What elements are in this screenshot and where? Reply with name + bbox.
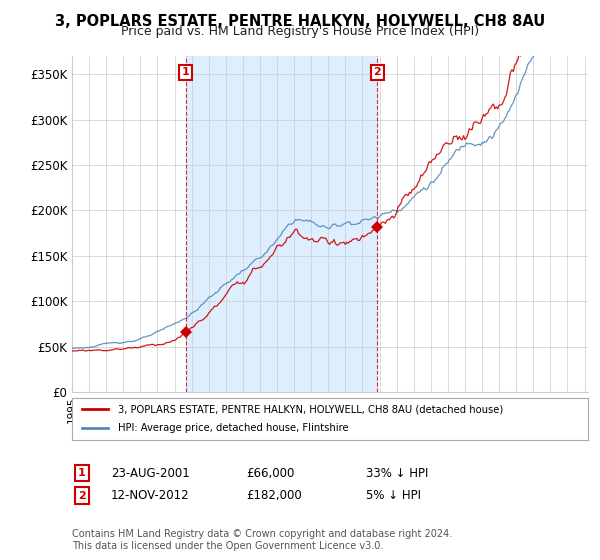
Text: 3, POPLARS ESTATE, PENTRE HALKYN, HOLYWELL, CH8 8AU: 3, POPLARS ESTATE, PENTRE HALKYN, HOLYWE… [55, 14, 545, 29]
Text: 5% ↓ HPI: 5% ↓ HPI [366, 489, 421, 502]
Text: 3, POPLARS ESTATE, PENTRE HALKYN, HOLYWELL, CH8 8AU (detached house): 3, POPLARS ESTATE, PENTRE HALKYN, HOLYWE… [118, 404, 503, 414]
Text: 2: 2 [78, 491, 86, 501]
Text: £66,000: £66,000 [246, 466, 295, 480]
Text: 1: 1 [78, 468, 86, 478]
Text: 12-NOV-2012: 12-NOV-2012 [111, 489, 190, 502]
Text: HPI: Average price, detached house, Flintshire: HPI: Average price, detached house, Flin… [118, 423, 349, 433]
Text: Contains HM Land Registry data © Crown copyright and database right 2024.
This d: Contains HM Land Registry data © Crown c… [72, 529, 452, 551]
Bar [185, 56, 377, 392]
Text: 2: 2 [373, 67, 381, 77]
Text: 23-AUG-2001: 23-AUG-2001 [111, 466, 190, 480]
Text: £182,000: £182,000 [246, 489, 302, 502]
Text: Price paid vs. HM Land Registry's House Price Index (HPI): Price paid vs. HM Land Registry's House … [121, 25, 479, 38]
Text: 1: 1 [182, 67, 190, 77]
Text: 33% ↓ HPI: 33% ↓ HPI [366, 466, 428, 480]
